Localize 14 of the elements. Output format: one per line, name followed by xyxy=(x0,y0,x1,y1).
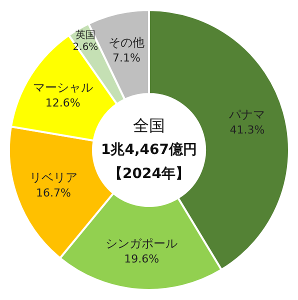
data-label: 7.1% xyxy=(112,52,140,65)
slice-label: その他 xyxy=(108,36,144,50)
slice-label: パナマ xyxy=(228,108,266,122)
data-label: 19.6% xyxy=(124,252,160,266)
slice-label: 英国 xyxy=(75,29,96,42)
text: 全国 xyxy=(133,116,165,135)
data-label: 12.6% xyxy=(45,96,80,110)
data-label: 16.7% xyxy=(36,186,71,200)
slice-label: リベリア xyxy=(29,170,78,185)
slice-label: シンガポール xyxy=(106,236,178,251)
slice-label: マーシャル xyxy=(32,80,93,94)
data-label: 41.3% xyxy=(230,124,265,137)
text: 1兆4,467億円 xyxy=(100,141,198,158)
text: 【2024年】 xyxy=(108,166,190,182)
